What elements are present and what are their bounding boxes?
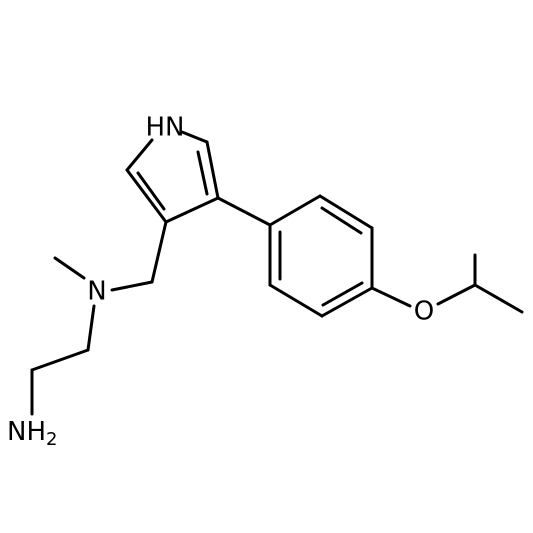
atom-label: NH2 (7, 417, 57, 451)
atom-label: O (414, 297, 434, 327)
atom-label: N (87, 277, 106, 307)
bonds (30, 130, 524, 416)
atom-label: HN (146, 113, 185, 143)
atom-label-subscript: 2 (46, 429, 57, 450)
atom-label-main: NH (7, 417, 46, 447)
